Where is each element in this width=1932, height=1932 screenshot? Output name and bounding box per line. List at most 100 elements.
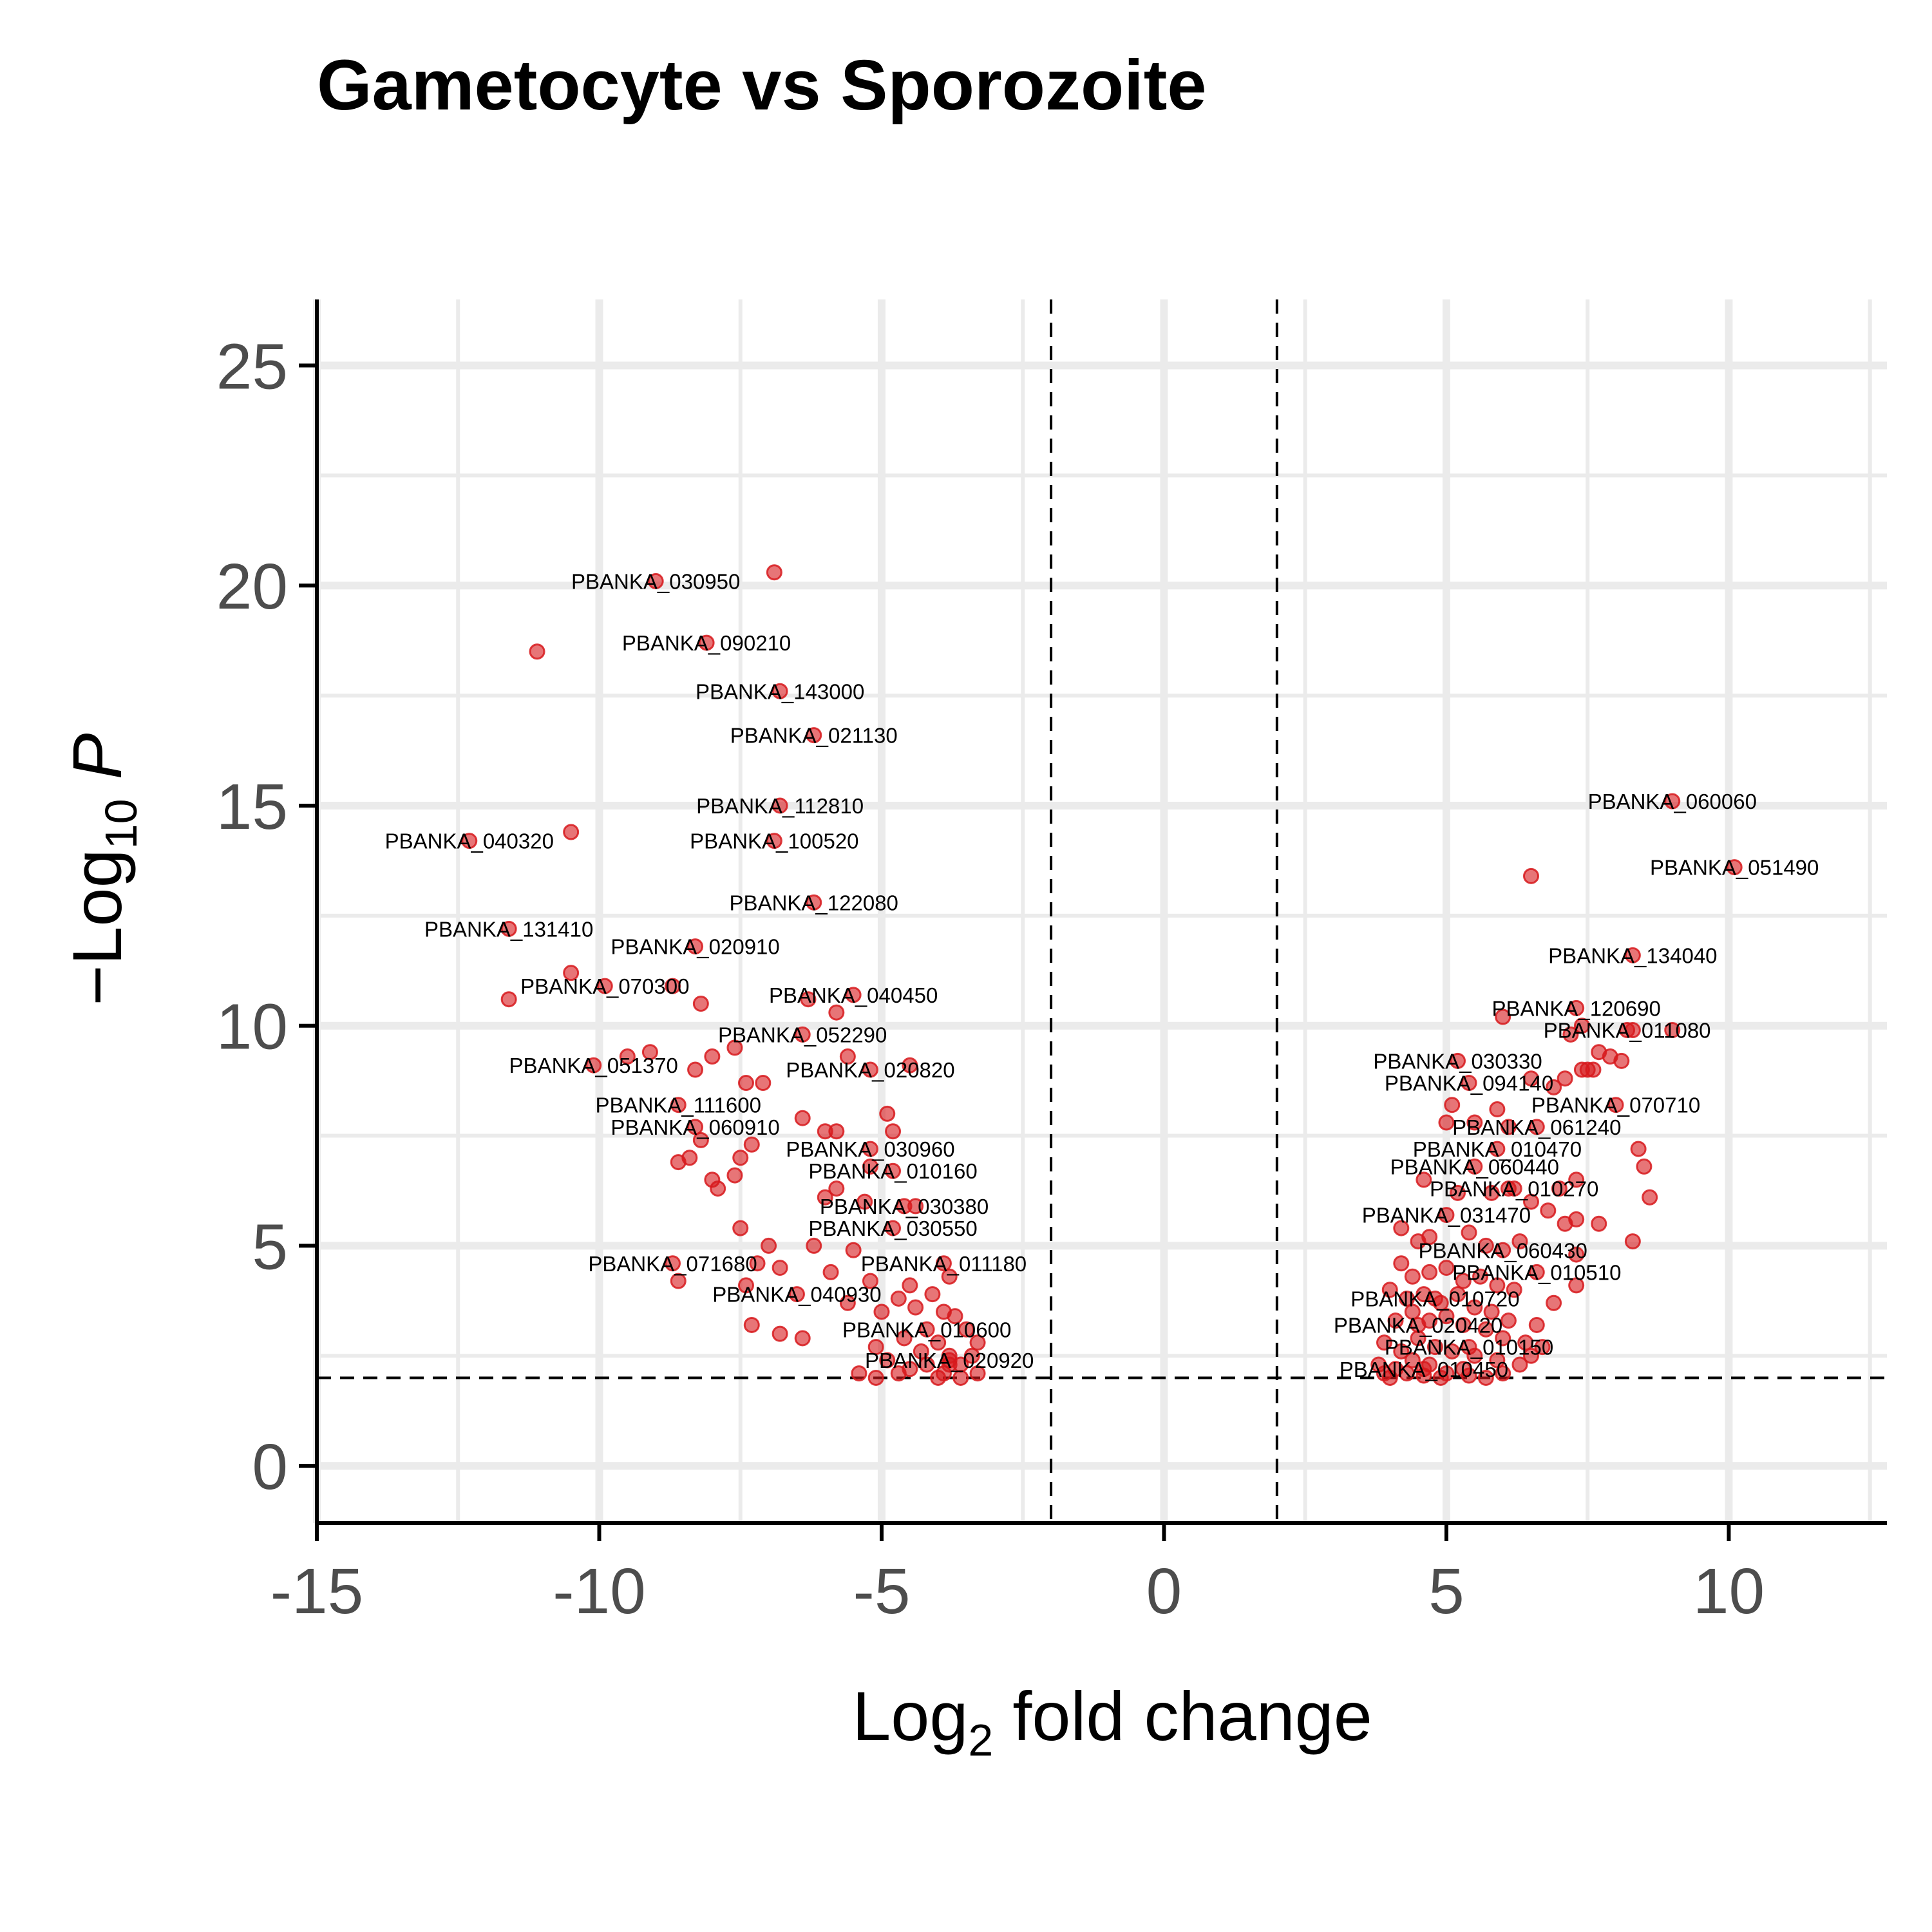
point-label: PBANKA_134040 [1548, 943, 1717, 967]
data-point [1483, 1184, 1500, 1201]
point-label: PBANKA_090210 [622, 631, 791, 655]
point-label: PBANKA_143000 [696, 679, 864, 703]
data-point [1500, 1312, 1517, 1329]
data-point [941, 1352, 958, 1368]
data-point [1438, 1308, 1455, 1325]
point-label: PBANKA_030330 [1373, 1049, 1542, 1073]
data-point [1438, 1207, 1455, 1224]
data-point [1449, 1286, 1466, 1303]
data-point [1568, 1246, 1585, 1263]
data-point [664, 978, 681, 994]
point-label: PBANKA_060440 [1390, 1155, 1559, 1179]
point-label: PBANKA_010450 [1340, 1358, 1508, 1381]
data-point [619, 1048, 636, 1065]
point-label: PBANKA_070710 [1531, 1094, 1700, 1117]
data-point [1495, 1242, 1511, 1258]
point-label: PBANKA_020420 [1334, 1313, 1502, 1337]
data-point [687, 938, 704, 955]
data-point [1568, 1171, 1585, 1188]
point-label: PBANKA_010150 [1385, 1336, 1553, 1359]
data-point [907, 1299, 924, 1316]
point-label: PBANKA_010270 [1430, 1177, 1598, 1201]
point-label: PBANKA_030550 [808, 1217, 977, 1240]
point-label: PBANKA_010510 [1452, 1260, 1621, 1284]
point-label: PBANKA_011180 [861, 1252, 1027, 1276]
y-tick-label: 5 [252, 1211, 288, 1283]
data-point [1489, 1277, 1506, 1294]
data-point [963, 1347, 980, 1364]
data-point [845, 1242, 862, 1258]
data-point [879, 1352, 896, 1368]
data-point [885, 1220, 902, 1236]
data-point [1404, 1268, 1421, 1285]
data-point [918, 1356, 935, 1373]
tick-labels: -15 -10 -5 0 5 10 0 5 10 15 20 25 [216, 331, 1765, 1627]
data-point [1438, 1260, 1455, 1276]
data-point [885, 1162, 902, 1179]
data-point [1461, 1367, 1477, 1384]
data-point [761, 1237, 777, 1254]
x-tick-label: -15 [270, 1555, 364, 1627]
data-point [1523, 1193, 1540, 1210]
data-point [1602, 1048, 1618, 1065]
data-point [1461, 1339, 1477, 1356]
data-point [952, 1369, 969, 1386]
point-label: PBANKA_061240 [1452, 1115, 1621, 1139]
y-tick-label: 15 [216, 771, 288, 843]
point-label: PBANKA_010470 [1413, 1137, 1582, 1161]
data-point [738, 1075, 755, 1092]
data-point [806, 1237, 822, 1254]
point-label: PBANKA_011080 [1544, 1019, 1711, 1043]
point-label: PBANKA_031470 [1362, 1204, 1531, 1227]
data-point [687, 1119, 704, 1135]
data-point [1511, 1356, 1528, 1373]
data-point [806, 894, 822, 911]
data-point [1591, 1215, 1607, 1232]
point-label: PBANKA_040930 [712, 1283, 881, 1307]
data-point [766, 564, 782, 581]
data-point [461, 833, 478, 849]
data-point [857, 1193, 873, 1210]
point-label: PBANKA_021130 [730, 724, 898, 748]
data-point [1421, 1264, 1438, 1280]
data-point [902, 1277, 918, 1294]
data-point [692, 1132, 709, 1148]
data-point [641, 1044, 658, 1061]
data-point [1523, 867, 1540, 884]
point-label: PBANKA_040450 [769, 983, 938, 1007]
data-point [1416, 1171, 1432, 1188]
point-label: PBANKA_100520 [690, 829, 858, 853]
data-point [1528, 1119, 1545, 1135]
data-point [585, 1057, 602, 1074]
data-point [862, 1141, 878, 1157]
data-point [839, 1294, 856, 1311]
data-point [1410, 1316, 1426, 1333]
point-label: PBANKA_060430 [1418, 1238, 1587, 1262]
point-label: PBANKA_094140 [1385, 1072, 1553, 1095]
data-point [743, 1136, 760, 1153]
data-point [1421, 1229, 1438, 1245]
data-point [1546, 1079, 1562, 1095]
data-point [732, 1220, 749, 1236]
data-point [1664, 793, 1681, 810]
data-point [1449, 1052, 1466, 1069]
data-point [794, 1026, 811, 1043]
data-point [924, 1286, 941, 1303]
data-point [772, 1260, 788, 1276]
data-point [563, 824, 580, 840]
data-point [1399, 1290, 1416, 1307]
x-axis-label: Log2 fold change [852, 1677, 1372, 1765]
data-point [1455, 1316, 1472, 1333]
data-point [1528, 1316, 1545, 1333]
point-label: PBANKA_120690 [1492, 996, 1660, 1020]
data-point [1416, 1361, 1432, 1378]
data-point [772, 797, 788, 814]
data-point [1573, 1018, 1590, 1034]
data-point [749, 1255, 766, 1272]
point-label: PBANKA_052290 [718, 1023, 887, 1046]
data-point [1523, 1347, 1540, 1364]
point-label: PBANKA_020820 [786, 1058, 954, 1082]
data-point [1489, 1352, 1506, 1368]
data-point [1477, 1321, 1494, 1338]
